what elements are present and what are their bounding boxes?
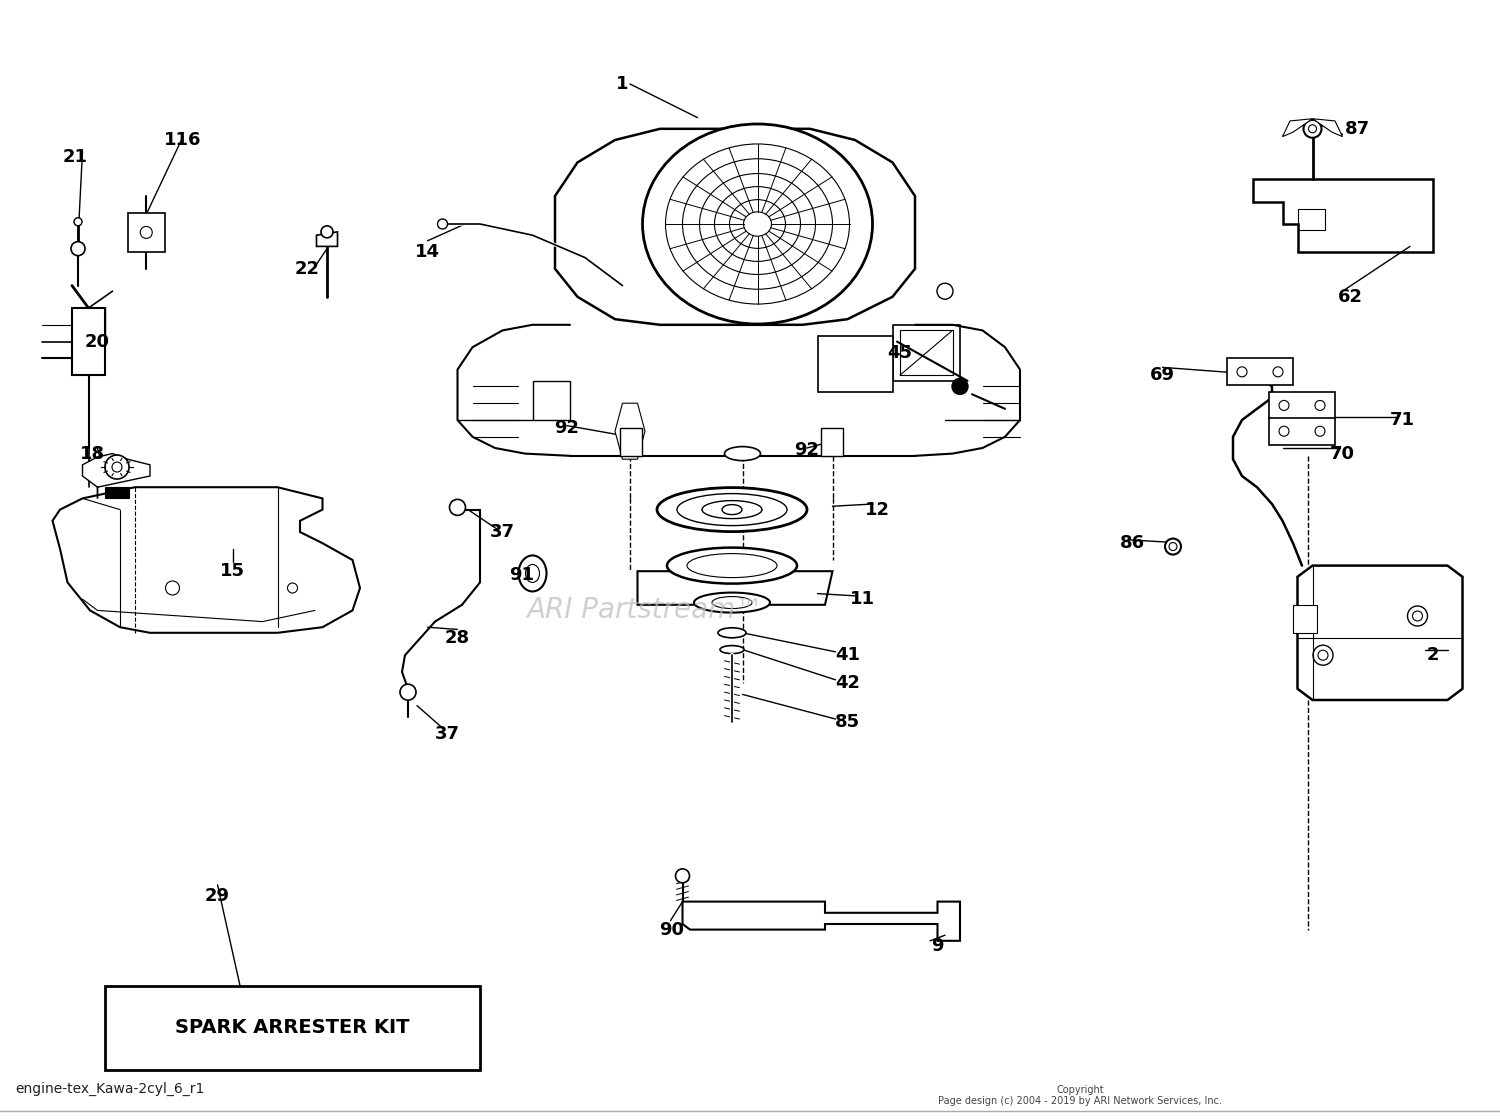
Text: 11: 11: [850, 590, 874, 608]
Text: 71: 71: [1390, 411, 1414, 429]
Text: 91: 91: [510, 566, 534, 584]
Circle shape: [105, 455, 129, 479]
Text: 37: 37: [490, 523, 514, 541]
Circle shape: [70, 242, 86, 255]
Polygon shape: [1227, 358, 1293, 385]
Text: SPARK ARRESTER KIT: SPARK ARRESTER KIT: [176, 1018, 410, 1037]
Ellipse shape: [519, 556, 546, 591]
Text: 92: 92: [795, 441, 819, 459]
Circle shape: [938, 283, 952, 299]
Text: 42: 42: [836, 674, 860, 692]
Bar: [1293, 605, 1317, 633]
Polygon shape: [892, 325, 960, 381]
Polygon shape: [682, 902, 960, 941]
Circle shape: [1166, 539, 1180, 554]
Circle shape: [400, 684, 416, 700]
Polygon shape: [555, 129, 915, 325]
Text: 62: 62: [1338, 288, 1362, 306]
Polygon shape: [316, 232, 338, 246]
Text: 20: 20: [86, 333, 109, 351]
Circle shape: [675, 869, 690, 883]
Ellipse shape: [668, 548, 796, 584]
Polygon shape: [53, 487, 360, 633]
Polygon shape: [1269, 418, 1335, 445]
Text: 22: 22: [296, 260, 320, 278]
Polygon shape: [615, 403, 645, 459]
Polygon shape: [818, 336, 892, 392]
Ellipse shape: [722, 505, 742, 514]
Text: 86: 86: [1120, 534, 1144, 552]
Text: 45: 45: [888, 344, 912, 362]
Text: 92: 92: [555, 419, 579, 437]
Polygon shape: [532, 381, 570, 420]
Polygon shape: [1312, 119, 1342, 137]
Text: 15: 15: [220, 562, 245, 580]
Text: engine-tex_Kawa-2cyl_6_r1: engine-tex_Kawa-2cyl_6_r1: [15, 1082, 204, 1095]
Text: 14: 14: [416, 243, 440, 261]
Text: 2: 2: [1426, 646, 1438, 664]
Bar: [1298, 209, 1324, 230]
Polygon shape: [1298, 566, 1462, 700]
Polygon shape: [82, 454, 150, 498]
Bar: [620, 428, 642, 456]
Circle shape: [74, 217, 82, 226]
Ellipse shape: [718, 628, 746, 637]
Text: ARI Partstream™: ARI Partstream™: [526, 596, 764, 625]
Circle shape: [1304, 120, 1322, 138]
Ellipse shape: [720, 645, 744, 654]
Polygon shape: [72, 308, 105, 375]
Circle shape: [450, 500, 465, 515]
Bar: [105, 986, 480, 1070]
Text: 41: 41: [836, 646, 860, 664]
Text: Copyright
Page design (c) 2004 - 2019 by ARI Network Services, Inc.: Copyright Page design (c) 2004 - 2019 by…: [938, 1084, 1222, 1107]
Text: 28: 28: [446, 629, 470, 647]
Text: 70: 70: [1330, 445, 1354, 463]
Text: 37: 37: [435, 725, 459, 743]
Bar: [821, 428, 843, 456]
Polygon shape: [1269, 392, 1335, 419]
Text: 12: 12: [865, 501, 889, 519]
Text: 21: 21: [63, 148, 87, 166]
Ellipse shape: [724, 447, 760, 460]
Polygon shape: [638, 571, 833, 605]
Text: 85: 85: [836, 713, 860, 731]
Bar: [128, 213, 165, 252]
Text: 1: 1: [616, 75, 628, 93]
Text: 9: 9: [932, 937, 944, 955]
Polygon shape: [1282, 119, 1312, 137]
Ellipse shape: [657, 487, 807, 532]
Text: 116: 116: [165, 131, 201, 149]
Text: 90: 90: [660, 921, 684, 939]
Ellipse shape: [694, 592, 770, 613]
Polygon shape: [105, 487, 129, 498]
Text: 18: 18: [81, 445, 105, 463]
Text: 29: 29: [206, 887, 230, 905]
Circle shape: [438, 220, 447, 228]
Text: 69: 69: [1150, 366, 1174, 384]
Polygon shape: [1252, 179, 1432, 252]
Text: 87: 87: [1346, 120, 1370, 138]
Ellipse shape: [642, 124, 873, 324]
Circle shape: [321, 226, 333, 237]
Circle shape: [952, 379, 968, 394]
